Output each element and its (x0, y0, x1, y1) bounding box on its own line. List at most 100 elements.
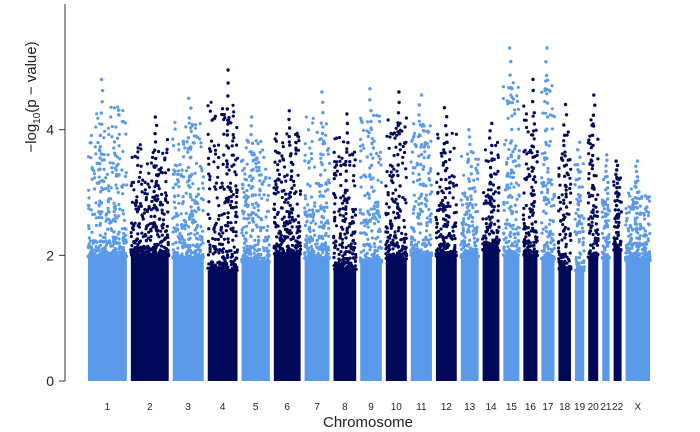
point (107, 255, 111, 259)
point (134, 254, 138, 258)
point (394, 197, 398, 201)
point (535, 239, 539, 243)
point (558, 200, 563, 204)
point (384, 252, 388, 256)
point (220, 213, 224, 217)
point (345, 131, 349, 135)
point (445, 133, 449, 137)
point (341, 207, 345, 211)
point (509, 171, 513, 175)
point (284, 198, 288, 202)
point (387, 244, 391, 248)
point (256, 242, 260, 246)
point (118, 157, 122, 161)
point (154, 228, 159, 232)
point (591, 113, 596, 117)
point (557, 173, 561, 177)
point (206, 212, 210, 216)
point (117, 254, 121, 258)
point (303, 252, 307, 256)
point (278, 247, 282, 251)
point (297, 135, 301, 139)
point (368, 218, 372, 222)
point (234, 201, 238, 205)
point (226, 211, 230, 215)
point (531, 88, 535, 93)
point (494, 245, 498, 249)
point (395, 169, 399, 173)
point (522, 104, 526, 108)
point (93, 176, 97, 180)
point (523, 148, 527, 152)
point (155, 242, 159, 246)
point (573, 163, 577, 167)
point (117, 230, 121, 234)
point (86, 246, 91, 250)
point (516, 232, 520, 236)
point (154, 181, 158, 185)
point (370, 229, 374, 233)
point (532, 200, 537, 204)
point (90, 177, 94, 181)
point (590, 194, 595, 198)
point (513, 112, 517, 116)
point (113, 235, 117, 239)
point (367, 244, 371, 248)
point-band (541, 258, 555, 381)
point (242, 260, 246, 264)
point (283, 227, 287, 232)
point (552, 243, 556, 247)
chromosome-9-points (358, 87, 384, 381)
point (389, 224, 393, 228)
point (573, 217, 577, 221)
point (208, 216, 212, 220)
point (272, 186, 276, 190)
point (324, 133, 328, 137)
point (287, 215, 291, 219)
point (144, 234, 148, 238)
point (99, 111, 104, 115)
point (576, 168, 580, 172)
point (485, 248, 489, 252)
point (351, 210, 356, 214)
point (507, 147, 511, 152)
point (265, 228, 269, 233)
point (563, 150, 567, 154)
point (164, 180, 168, 184)
point (523, 227, 527, 231)
point (150, 247, 154, 251)
point (422, 164, 426, 169)
point (172, 194, 177, 198)
point (645, 196, 650, 201)
point (206, 239, 210, 243)
point (332, 177, 336, 181)
point (342, 140, 346, 144)
point (549, 178, 553, 182)
point (338, 213, 342, 217)
point (531, 188, 535, 193)
point (386, 239, 390, 243)
point (195, 223, 200, 228)
point (515, 99, 520, 103)
point (160, 211, 164, 215)
point (613, 245, 617, 249)
point (206, 104, 210, 108)
point (494, 143, 498, 148)
point (591, 232, 595, 237)
point (403, 198, 407, 202)
point (592, 242, 596, 246)
point (428, 192, 432, 196)
point (546, 251, 550, 255)
point (496, 153, 500, 157)
point (375, 249, 379, 253)
point (102, 167, 106, 171)
point (534, 128, 538, 132)
point (145, 162, 149, 166)
point (189, 205, 193, 209)
point (143, 207, 147, 212)
point (293, 218, 298, 222)
point (544, 225, 548, 229)
point (308, 213, 312, 217)
point (576, 207, 580, 212)
point (234, 230, 238, 234)
